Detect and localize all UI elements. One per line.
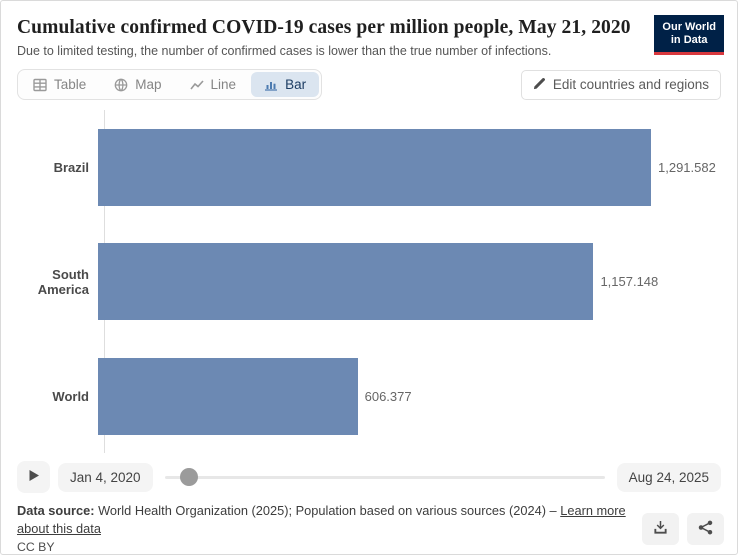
- play-button[interactable]: [17, 461, 50, 494]
- bar-chart: Brazil 1,291.582 South America 1,157.148…: [1, 110, 737, 454]
- value-label: 606.377: [364, 388, 412, 404]
- header: Cumulative confirmed COVID-19 cases per …: [1, 1, 737, 58]
- source-note: Data source: World Health Organization (…: [17, 502, 629, 555]
- bar[interactable]: [98, 243, 594, 321]
- download-button[interactable]: [642, 513, 679, 546]
- owid-logo[interactable]: Our World in Data: [654, 15, 724, 55]
- tab-line-label: Line: [210, 77, 237, 93]
- entity-label: South America: [37, 266, 89, 297]
- timeline-slider[interactable]: [161, 461, 609, 493]
- edit-countries-button[interactable]: Edit countries and regions: [520, 69, 721, 100]
- download-icon: [653, 520, 668, 538]
- line-chart-icon: [189, 78, 204, 92]
- bar-row: South America 1,157.148: [1, 225, 737, 339]
- table-icon: [33, 78, 47, 92]
- globe-icon: [114, 78, 128, 92]
- bar-row: Brazil 1,291.582: [1, 110, 737, 224]
- tab-map-label: Map: [135, 77, 162, 93]
- bar-chart-icon: [264, 78, 278, 92]
- bar-row: World 606.377: [1, 339, 737, 453]
- tab-map[interactable]: Map: [101, 72, 174, 97]
- footer-actions: [642, 513, 724, 546]
- source-text: World Health Organization (2025); Popula…: [94, 503, 561, 519]
- bar[interactable]: [98, 357, 358, 435]
- edit-countries-label: Edit countries and regions: [552, 77, 709, 93]
- timeline-start-date[interactable]: Jan 4, 2020: [58, 462, 153, 492]
- tab-bar-label: Bar: [285, 77, 307, 93]
- learn-more-link[interactable]: Learn more about this data: [17, 503, 626, 537]
- entity-label: Brazil: [53, 160, 89, 176]
- pencil-icon: [533, 77, 546, 93]
- owid-logo-line1: Our World: [662, 21, 716, 33]
- owid-logo-line2: in Data: [670, 33, 708, 46]
- license-label: CC BY: [17, 540, 55, 555]
- tab-table-label: Table: [54, 77, 87, 93]
- value-label: 1,291.582: [658, 160, 716, 176]
- bar[interactable]: [98, 129, 651, 207]
- controls-row: Table Map Line Bar: [1, 69, 737, 101]
- tab-table[interactable]: Table: [20, 72, 99, 97]
- share-button[interactable]: [687, 513, 724, 546]
- view-tabs: Table Map Line Bar: [17, 69, 323, 101]
- share-icon: [698, 520, 713, 538]
- timeline-end-date[interactable]: Aug 24, 2025: [616, 462, 721, 492]
- timeline-track[interactable]: [164, 475, 605, 479]
- tab-line[interactable]: Line: [177, 72, 250, 97]
- value-label: 1,157.148: [600, 274, 659, 290]
- entity-label: World: [52, 388, 89, 404]
- source-prefix: Data source:: [17, 503, 95, 519]
- bar-rows: Brazil 1,291.582 South America 1,157.148…: [1, 110, 737, 453]
- chart-subtitle: Due to limited testing, the number of co…: [17, 44, 552, 59]
- play-icon: [28, 469, 40, 485]
- footer: Data source: World Health Organization (…: [1, 493, 737, 555]
- timeline: Jan 4, 2020 Aug 24, 2025: [1, 461, 737, 494]
- chart-title: Cumulative confirmed COVID-19 cases per …: [17, 17, 631, 38]
- timeline-handle[interactable]: [180, 468, 199, 487]
- tab-bar[interactable]: Bar: [251, 72, 320, 98]
